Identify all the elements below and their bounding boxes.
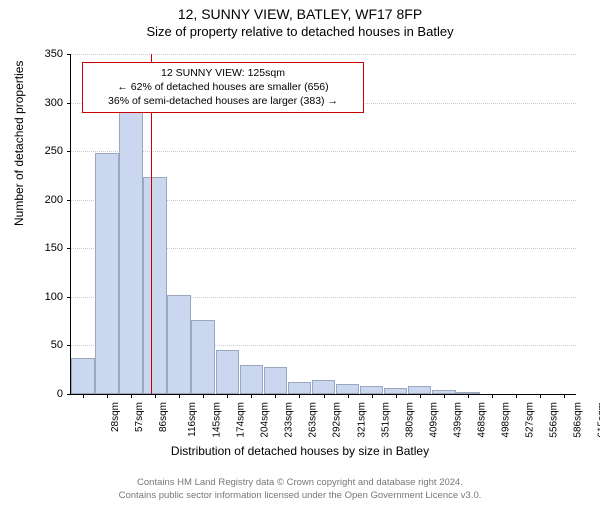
footer-attribution: Contains HM Land Registry data © Crown c… xyxy=(0,477,600,502)
xtick-mark xyxy=(275,394,276,398)
xtick-mark xyxy=(420,394,421,398)
annotation-callout: 12 SUNNY VIEW: 125sqm ← 62% of detached … xyxy=(82,62,364,113)
annotation-line3: 36% of semi-detached houses are larger (… xyxy=(89,94,357,108)
ytick-mark xyxy=(67,54,71,55)
xtick-mark xyxy=(324,394,325,398)
xtick-mark xyxy=(131,394,132,398)
xtick-mark xyxy=(372,394,373,398)
xtick-label: 204sqm xyxy=(260,402,271,438)
xtick-label: 263sqm xyxy=(308,402,319,438)
histogram-bar xyxy=(312,380,336,394)
xtick-label: 28sqm xyxy=(110,402,121,432)
histogram-bar xyxy=(336,384,360,394)
footer-line1: Contains HM Land Registry data © Crown c… xyxy=(0,477,600,489)
ytick-label: 300 xyxy=(23,97,63,109)
x-axis-label: Distribution of detached houses by size … xyxy=(0,444,600,458)
ytick-mark xyxy=(67,297,71,298)
histogram-bar xyxy=(143,177,167,394)
xtick-label: 145sqm xyxy=(212,402,223,438)
ytick-label: 100 xyxy=(23,291,63,303)
xtick-label: 409sqm xyxy=(428,402,439,438)
xtick-mark xyxy=(516,394,517,398)
histogram-bar xyxy=(71,358,95,394)
annotation-line1: 12 SUNNY VIEW: 125sqm xyxy=(89,66,357,80)
xtick-label: 527sqm xyxy=(524,402,535,438)
chart-area: 05010015020025030035028sqm57sqm86sqm116s… xyxy=(70,54,575,394)
xtick-mark xyxy=(227,394,228,398)
annotation-line2: ← 62% of detached houses are smaller (65… xyxy=(89,80,357,94)
ytick-mark xyxy=(67,394,71,395)
ytick-mark xyxy=(67,151,71,152)
xtick-mark xyxy=(492,394,493,398)
xtick-label: 321sqm xyxy=(356,402,367,438)
ytick-label: 200 xyxy=(23,194,63,206)
ytick-label: 0 xyxy=(23,388,63,400)
xtick-label: 174sqm xyxy=(236,402,247,438)
histogram-bar xyxy=(167,295,191,394)
ytick-label: 150 xyxy=(23,242,63,254)
footer-line2: Contains public sector information licen… xyxy=(0,490,600,502)
xtick-mark xyxy=(83,394,84,398)
xtick-mark xyxy=(299,394,300,398)
xtick-label: 498sqm xyxy=(500,402,511,438)
xtick-label: 439sqm xyxy=(452,402,463,438)
histogram-bar xyxy=(191,320,215,394)
xtick-label: 380sqm xyxy=(404,402,415,438)
ytick-mark xyxy=(67,200,71,201)
chart-title-line2: Size of property relative to detached ho… xyxy=(0,24,600,39)
xtick-label: 116sqm xyxy=(187,402,198,437)
xtick-label: 233sqm xyxy=(284,402,295,438)
ytick-label: 250 xyxy=(23,145,63,157)
xtick-mark xyxy=(107,394,108,398)
ytick-label: 50 xyxy=(23,339,63,351)
xtick-label: 292sqm xyxy=(332,402,343,438)
ytick-mark xyxy=(67,248,71,249)
histogram-bar xyxy=(288,382,312,394)
chart-title-line1: 12, SUNNY VIEW, BATLEY, WF17 8FP xyxy=(0,6,600,22)
xtick-mark xyxy=(540,394,541,398)
histogram-bar xyxy=(119,93,143,394)
histogram-bar xyxy=(95,153,119,394)
ytick-label: 350 xyxy=(23,48,63,60)
xtick-mark xyxy=(155,394,156,398)
histogram-bar xyxy=(360,386,384,394)
xtick-label: 57sqm xyxy=(134,402,145,432)
xtick-mark xyxy=(468,394,469,398)
xtick-mark xyxy=(179,394,180,398)
xtick-label: 615sqm xyxy=(597,402,600,438)
xtick-label: 586sqm xyxy=(573,402,584,438)
xtick-mark xyxy=(444,394,445,398)
xtick-label: 351sqm xyxy=(380,402,391,438)
xtick-mark xyxy=(564,394,565,398)
gridline xyxy=(71,54,576,55)
ytick-mark xyxy=(67,103,71,104)
histogram-bar xyxy=(216,350,240,394)
xtick-mark xyxy=(203,394,204,398)
xtick-label: 468sqm xyxy=(476,402,487,438)
histogram-bar xyxy=(264,367,288,394)
xtick-mark xyxy=(348,394,349,398)
xtick-mark xyxy=(396,394,397,398)
gridline xyxy=(71,151,576,152)
xtick-label: 556sqm xyxy=(548,402,559,438)
histogram-bar xyxy=(408,386,432,394)
xtick-label: 86sqm xyxy=(158,402,169,432)
histogram-bar xyxy=(240,365,264,394)
xtick-mark xyxy=(251,394,252,398)
ytick-mark xyxy=(67,345,71,346)
